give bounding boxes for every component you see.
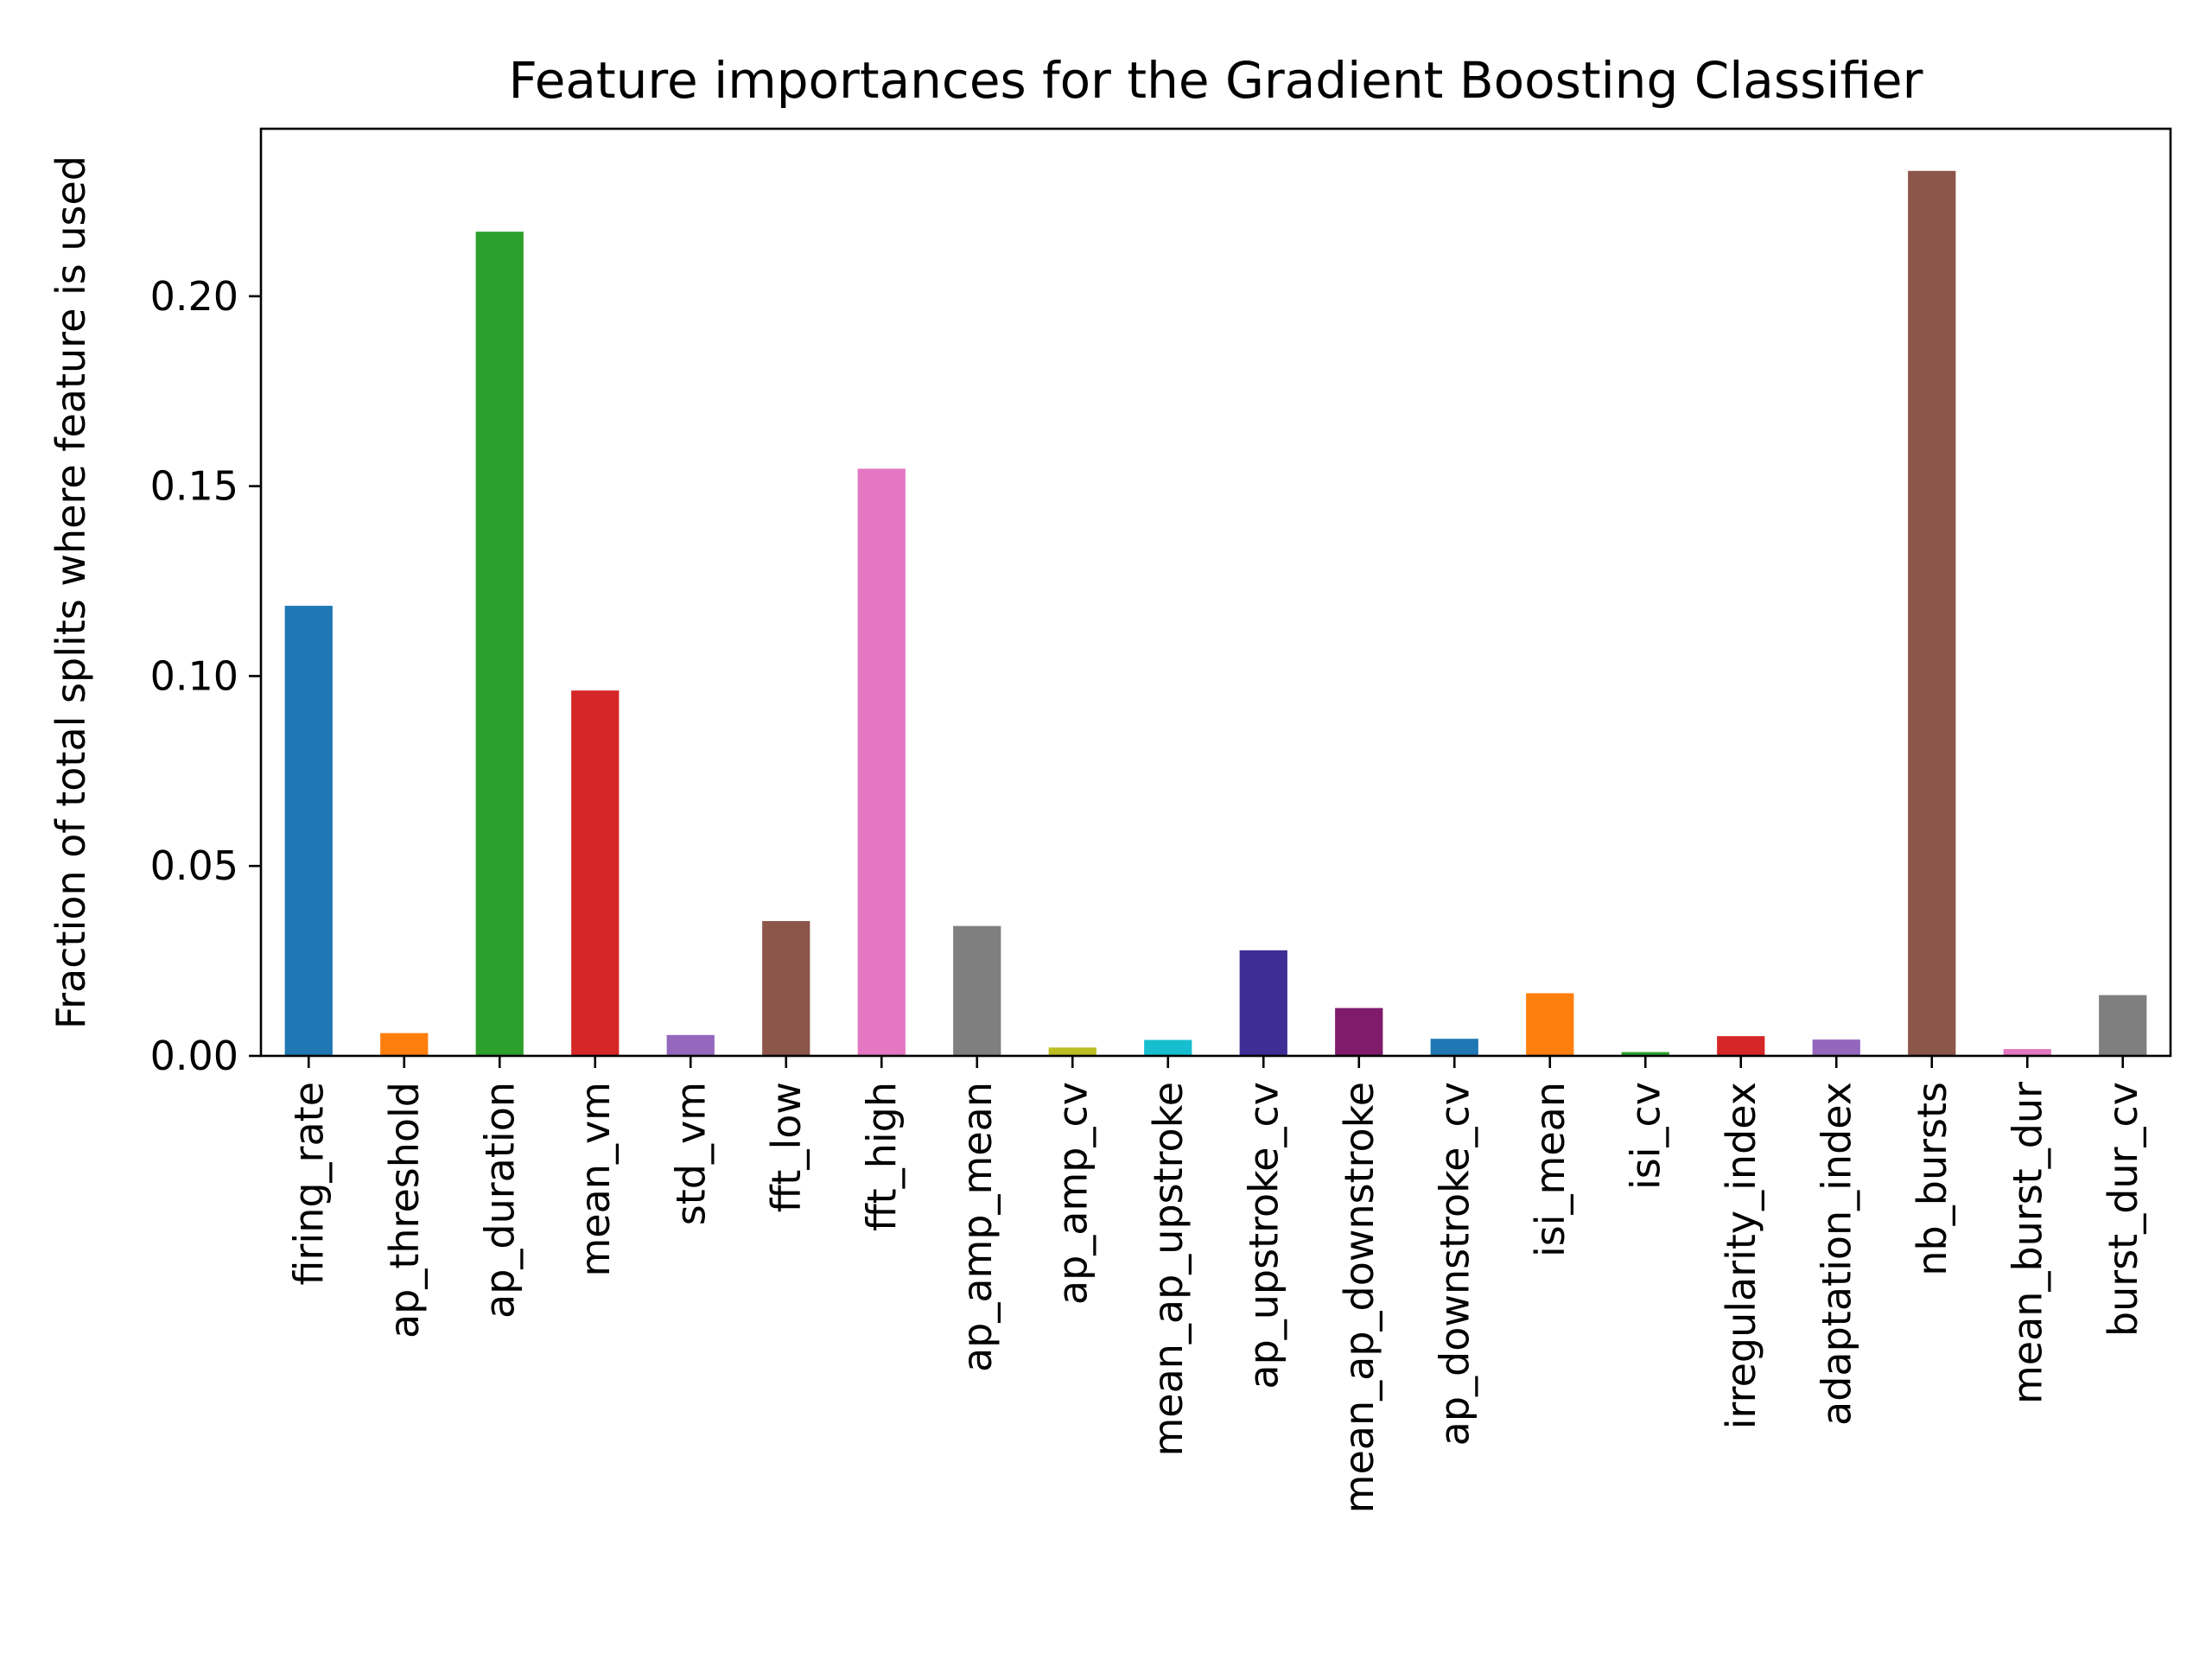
bar-isi-cv <box>1621 1052 1669 1056</box>
x-tick-label-adaptation-index: adaptation_index <box>1813 1082 1859 1426</box>
y-axis-ticks: 0.00 0.05 0.10 0.15 0.20 <box>150 273 261 1079</box>
x-tick-label-ap-amp-mean: ap_amp_mean <box>954 1082 1001 1372</box>
x-axis-ticks: firing_rate ap_threshold ap_duration mean_v… <box>285 1056 2146 1513</box>
bar-adaptation-index <box>1812 1039 1860 1056</box>
bar-nb-bursts <box>1908 170 1956 1056</box>
x-tick-label-nb-bursts: nb_bursts <box>1909 1082 1955 1276</box>
bar-burst-dur-cv <box>2099 995 2147 1056</box>
y-tick-label: 0.05 <box>150 842 238 889</box>
y-tick-label: 0.00 <box>150 1033 238 1079</box>
x-tick-label-burst-dur-cv: burst_dur_cv <box>2100 1082 2146 1337</box>
x-tick-label-mean-ap-upstroke: mean_ap_upstroke <box>1145 1082 1192 1457</box>
x-tick-label-ap-threshold: ap_threshold <box>381 1082 428 1338</box>
bar-isi-mean <box>1526 993 1574 1056</box>
x-tick-label-fft-high: fft_high <box>858 1082 905 1231</box>
x-tick-label-mean-burst-dur: mean_burst_dur <box>2004 1082 2050 1404</box>
x-tick-label-ap-duration: ap_duration <box>476 1082 523 1319</box>
y-axis-label: Fraction of total splits where feature i… <box>48 156 94 1029</box>
chart-title: Feature importances for the Gradient Boo… <box>509 51 1923 110</box>
bar-mean-ap-downstroke <box>1335 1007 1383 1056</box>
x-tick-label-mean-ap-downstroke: mean_ap_downstroke <box>1336 1082 1382 1513</box>
x-tick-label-irregularity-index: irregularity_index <box>1718 1082 1764 1429</box>
bar-mean-burst-dur <box>2003 1049 2051 1056</box>
y-tick-label: 0.20 <box>150 273 238 320</box>
bar-fft-low <box>762 920 810 1056</box>
x-tick-label-std-vm: std_vm <box>667 1082 714 1225</box>
x-tick-label-mean-vm: mean_vm <box>572 1082 619 1277</box>
bar-ap-downstroke-cv <box>1430 1039 1478 1056</box>
bars-group <box>284 170 2147 1057</box>
plot-frame <box>259 127 2172 1058</box>
bar-std-vm <box>666 1034 715 1056</box>
bar-irregularity-index <box>1717 1036 1765 1056</box>
x-tick-label-isi-cv: isi_cv <box>1622 1082 1669 1190</box>
y-tick-label: 0.10 <box>150 652 238 699</box>
bar-ap-duration <box>475 232 524 1057</box>
x-tick-label-ap-downstroke-cv: ap_downstroke_cv <box>1431 1082 1478 1446</box>
bar-ap-upstroke-cv <box>1239 950 1287 1056</box>
bar-mean-vm <box>571 690 620 1056</box>
x-tick-label-fft-low: fft_low <box>763 1082 810 1212</box>
bar-fft-high <box>857 468 906 1056</box>
bar-ap-amp-mean <box>953 925 1001 1056</box>
x-tick-label-ap-upstroke-cv: ap_upstroke_cv <box>1240 1082 1287 1389</box>
bar-mean-ap-upstroke <box>1144 1039 1192 1056</box>
bar-ap-threshold <box>380 1033 429 1056</box>
y-tick-label: 0.15 <box>150 463 238 510</box>
bar-ap-amp-cv <box>1048 1047 1096 1056</box>
bar-firing-rate <box>284 606 333 1056</box>
x-tick-label-ap-amp-cv: ap_amp_cv <box>1049 1082 1096 1305</box>
x-tick-label-firing-rate: firing_rate <box>285 1082 332 1285</box>
x-tick-label-isi-mean: isi_mean <box>1527 1082 1573 1257</box>
